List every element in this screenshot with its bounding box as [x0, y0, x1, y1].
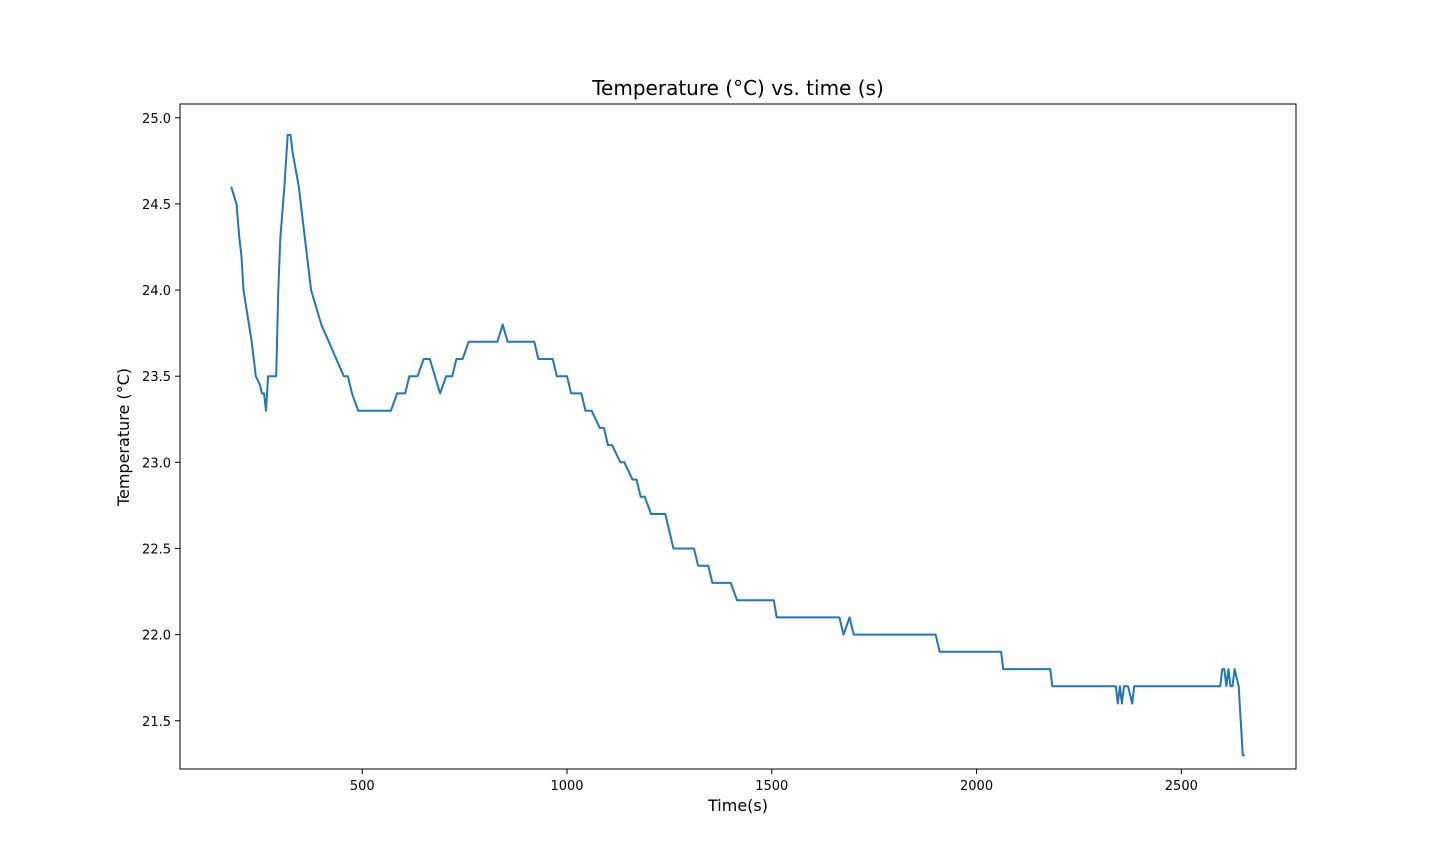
x-tick-label: 1000	[550, 779, 583, 794]
y-tick-label: 23.0	[142, 456, 171, 471]
x-axis-label: Time(s)	[707, 796, 768, 815]
plot-frame	[179, 103, 1297, 770]
y-tick-label: 25.0	[142, 112, 171, 127]
y-tick-label: 21.5	[142, 715, 171, 730]
y-tick-label: 24.0	[142, 284, 171, 299]
x-tick-label: 2500	[1165, 779, 1198, 794]
chart-title: Temperature (°C) vs. time (s)	[591, 76, 884, 100]
y-tick-label: 22.0	[142, 629, 171, 644]
x-tick-label: 500	[350, 779, 375, 794]
y-tick-label: 24.5	[142, 198, 171, 213]
y-tick-label: 22.5	[142, 542, 171, 557]
x-axis: 500 1000 1500 2000 2500	[350, 769, 1198, 794]
y-tick-label: 23.5	[142, 370, 171, 385]
x-tick-label: 1500	[755, 779, 788, 794]
plot-area	[230, 134, 1245, 757]
x-tick-label: 2000	[960, 779, 993, 794]
y-axis: 21.5 22.0 22.5 23.0 23.5 24.0 24.5 25.0	[142, 112, 180, 730]
y-axis-label: Temperature (°C)	[114, 368, 133, 507]
series-line-0	[230, 134, 1245, 757]
